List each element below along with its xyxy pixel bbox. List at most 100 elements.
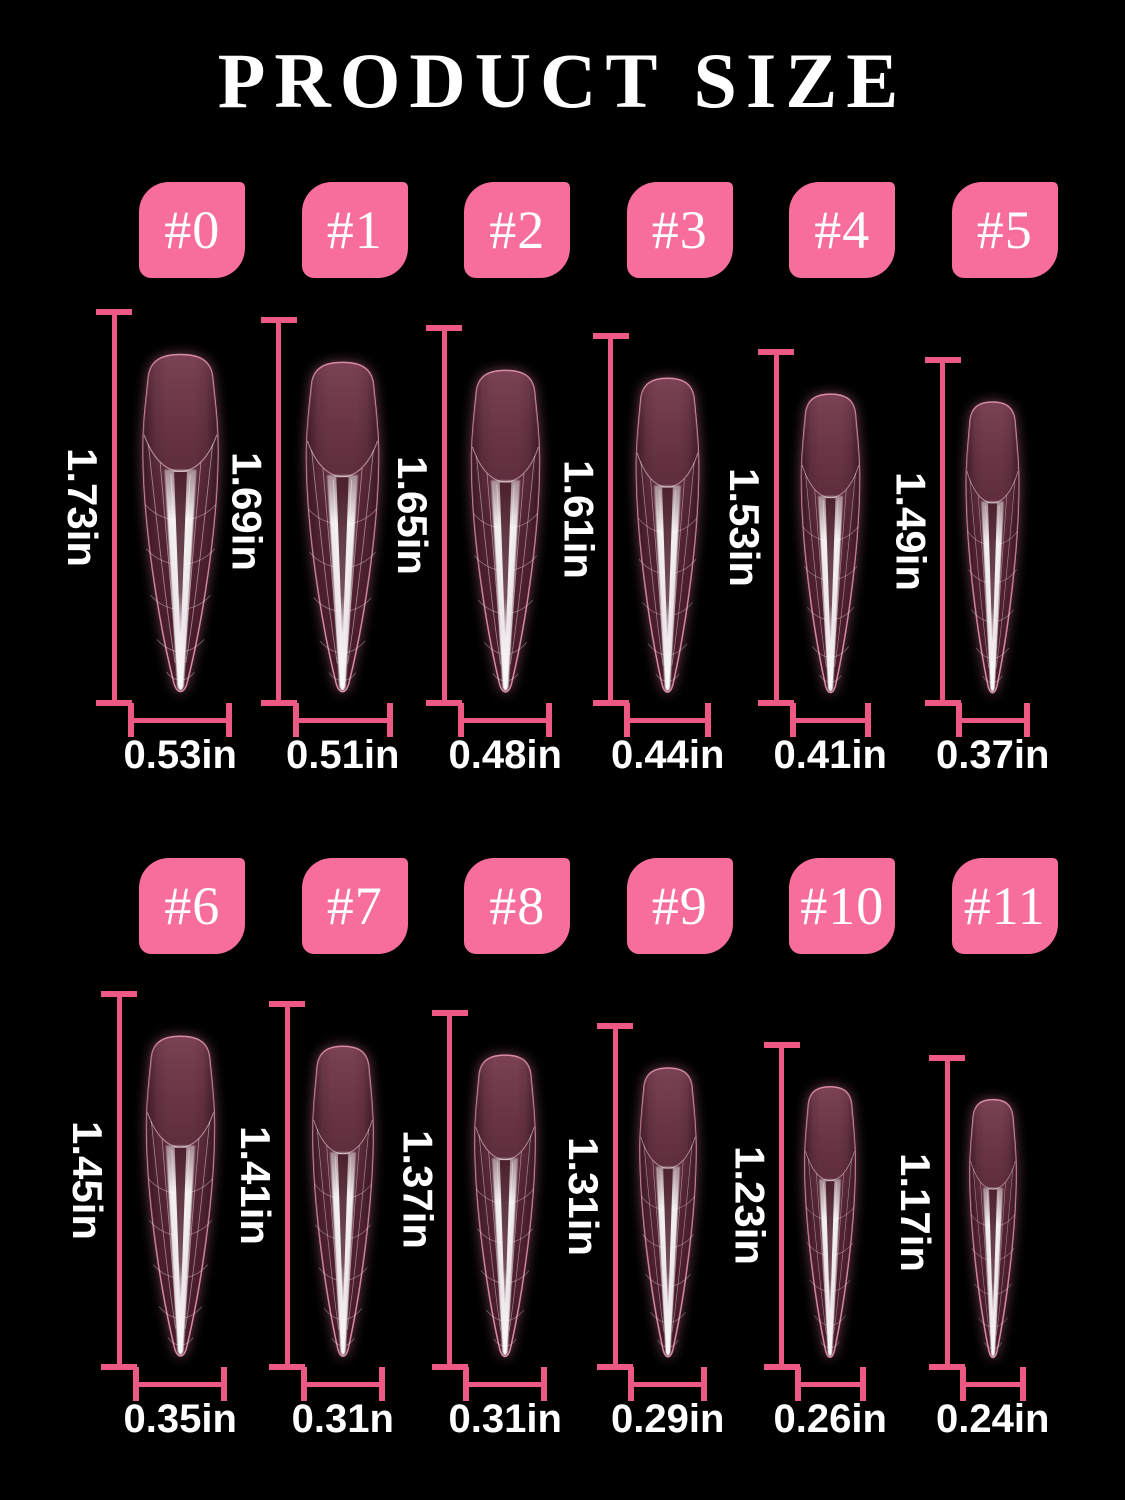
- length-value-label: 1.41in: [231, 1125, 279, 1245]
- size-number-badge: #2: [464, 181, 571, 278]
- length-measure: 1.23in: [725, 1041, 785, 1370]
- nail-display-area: 1.73in: [59, 288, 262, 706]
- size-column: #10 1.23in 0.26in: [726, 857, 912, 1442]
- nail-tip-image: [300, 1043, 386, 1364]
- length-value-label: 1.37in: [394, 1130, 442, 1250]
- size-number-badge: #7: [301, 857, 408, 954]
- size-number-label: #9: [651, 875, 708, 936]
- length-value-label: 1.65in: [388, 455, 436, 575]
- length-measure: 1.31in: [559, 1022, 618, 1370]
- length-measure-line: [608, 332, 614, 706]
- size-number-label: #11: [963, 875, 1046, 936]
- nail-display-area: 1.45in: [64, 964, 262, 1370]
- length-measure: 1.65in: [388, 324, 447, 706]
- width-measure-line: [630, 1381, 706, 1387]
- length-measure: 1.17in: [891, 1054, 950, 1370]
- length-measure-line: [940, 356, 946, 706]
- length-value-label: 1.61in: [555, 459, 603, 579]
- nail-tip-image: [457, 367, 554, 700]
- nail-display-area: 1.53in: [721, 288, 912, 706]
- nail-tip-image: [789, 391, 872, 700]
- nail-tip-image: [623, 375, 712, 700]
- width-value-label: 0.35in: [123, 1396, 237, 1441]
- size-number-badge: #3: [626, 181, 733, 278]
- size-column: #9 1.31in 0.29in: [560, 857, 750, 1442]
- width-measure-line: [130, 717, 231, 723]
- length-measure-line: [612, 1022, 618, 1370]
- width-value-label: 0.31n: [291, 1396, 394, 1441]
- size-number-label: #1: [326, 199, 383, 260]
- size-number-label: #0: [164, 199, 221, 260]
- length-measure: 1.41in: [231, 1000, 290, 1370]
- nail-tip-image: [132, 1033, 229, 1364]
- length-measure: 1.73in: [58, 308, 117, 706]
- width-measure-line: [791, 717, 869, 723]
- nail-display-area: 1.23in: [726, 964, 912, 1370]
- size-column: #0 1.73in 0.53in: [59, 181, 262, 778]
- nail-display-area: 1.37in: [394, 964, 587, 1370]
- nail-display-area: 1.17in: [892, 964, 1075, 1370]
- size-number-label: #10: [800, 875, 885, 936]
- length-measure-line: [116, 990, 122, 1370]
- length-measure: 1.53in: [720, 348, 779, 706]
- size-column: #4 1.53in 0.41in: [721, 181, 912, 778]
- width-measure-line: [135, 1381, 226, 1387]
- size-number-badge: #0: [139, 181, 246, 278]
- length-value-label: 1.23in: [726, 1146, 774, 1266]
- size-number-badge: #11: [951, 857, 1058, 954]
- nail-tip-image: [462, 1052, 548, 1364]
- width-value-label: 0.31in: [448, 1396, 562, 1441]
- length-measure-line: [284, 1000, 290, 1370]
- length-measure-line: [944, 1054, 950, 1370]
- width-value-label: 0.37in: [936, 732, 1050, 777]
- nail-display-area: 1.61in: [555, 288, 750, 706]
- size-number-badge: #6: [139, 857, 246, 954]
- size-row-bottom: #6 1.45in 0.35in #7 1.41in: [0, 857, 1125, 1442]
- width-value-label: 0.29in: [611, 1396, 725, 1441]
- size-column: #2 1.65in 0.48in: [389, 181, 587, 778]
- page-title: PRODUCT SIZE: [217, 37, 908, 124]
- nail-display-area: 1.69in: [223, 288, 425, 706]
- length-value-label: 1.69in: [223, 451, 271, 571]
- length-measure: 1.49in: [886, 356, 946, 706]
- length-measure-line: [276, 316, 282, 706]
- length-measure-line: [779, 1041, 785, 1370]
- nail-tip-image: [127, 351, 234, 700]
- nail-display-area: 1.49in: [887, 288, 1075, 706]
- width-value-label: 0.51in: [286, 732, 400, 777]
- size-number-label: #5: [976, 199, 1033, 260]
- size-row-top: #0 1.73in 0.53in #1 1.69in: [0, 181, 1125, 778]
- length-measure-line: [773, 348, 779, 706]
- width-value-label: 0.26in: [773, 1396, 887, 1441]
- length-measure: 1.37in: [393, 1009, 453, 1370]
- nail-tip-image: [628, 1065, 708, 1364]
- length-measure: 1.61in: [554, 332, 614, 706]
- width-measure-line: [626, 717, 710, 723]
- length-measure-line: [447, 1009, 453, 1370]
- nail-tip-image: [794, 1084, 866, 1364]
- size-number-badge: #5: [951, 181, 1058, 278]
- width-value-label: 0.41in: [773, 732, 887, 777]
- width-value-label: 0.24in: [936, 1396, 1050, 1441]
- width-measure-line: [961, 1381, 1024, 1387]
- size-number-badge: #4: [789, 181, 896, 278]
- size-column: #7 1.41in 0.31n: [232, 857, 425, 1442]
- size-number-label: #6: [164, 875, 221, 936]
- nail-display-area: 1.31in: [560, 964, 750, 1370]
- size-number-badge: #10: [789, 857, 896, 954]
- length-value-label: 1.31in: [559, 1136, 607, 1256]
- size-column: #6 1.45in 0.35in: [64, 857, 262, 1442]
- nail-tip-image: [960, 1097, 1026, 1364]
- length-value-label: 1.49in: [887, 471, 935, 591]
- size-number-label: #8: [489, 875, 546, 936]
- width-measure-line: [294, 717, 391, 723]
- length-measure: 1.69in: [222, 316, 282, 706]
- width-value-label: 0.53in: [123, 732, 237, 777]
- size-column: #3 1.61in 0.44in: [555, 181, 750, 778]
- length-value-label: 1.73in: [58, 447, 106, 567]
- size-number-label: #7: [326, 875, 383, 936]
- length-value-label: 1.17in: [891, 1152, 939, 1272]
- width-value-label: 0.48in: [448, 732, 562, 777]
- nail-tip-image: [955, 399, 1030, 700]
